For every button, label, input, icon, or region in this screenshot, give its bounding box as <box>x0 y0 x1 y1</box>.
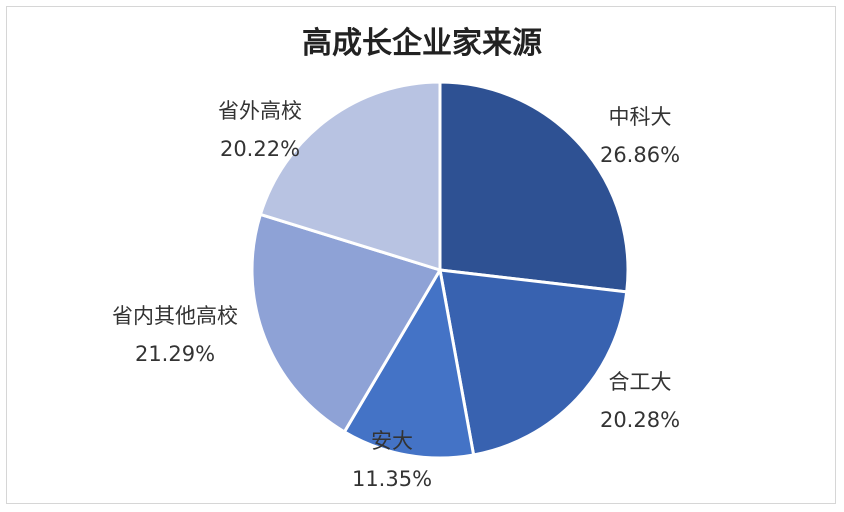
slice-value-4: 21.29% <box>135 342 215 366</box>
pie-slice-2 <box>438 268 629 457</box>
slice-label-1: 中科大 <box>609 105 672 129</box>
chart-title: 高成长企业家来源 <box>302 26 542 61</box>
slice-label-2: 合工大 <box>609 370 672 394</box>
slice-value-2: 20.28% <box>600 408 680 432</box>
pie-labels: 中科大 26.86% 合工大 20.28% 安大 11.35% 省内其他高校 21.29% 省外… <box>112 99 680 491</box>
slice-value-3: 11.35% <box>352 467 432 491</box>
pie-slice-4 <box>250 212 443 434</box>
slice-label-5: 省外高校 <box>218 99 302 123</box>
slice-label-3: 安大 <box>371 429 413 453</box>
slice-label-4: 省内其他高校 <box>112 304 238 328</box>
slice-value-1: 26.86% <box>600 143 680 167</box>
pie-slice-3 <box>342 265 476 460</box>
pie-slices <box>250 80 630 460</box>
pie-slice-5 <box>258 80 442 273</box>
slice-value-5: 20.22% <box>220 137 300 161</box>
pie-slice-1 <box>438 80 630 294</box>
